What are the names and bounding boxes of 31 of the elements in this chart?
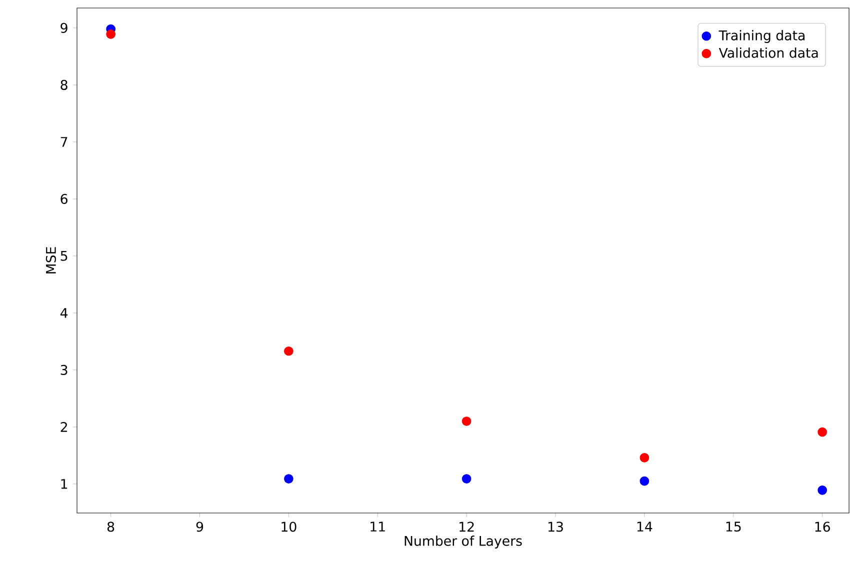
x-tick-label: 12 [460,522,474,532]
y-tick-label: 5 [60,250,68,261]
x-tick-label: 9 [196,522,204,532]
point [818,427,827,437]
x-tick-label: 14 [637,522,652,532]
x-tick-label: 10 [282,522,296,532]
point [818,486,827,495]
legend-label: Validation data [718,48,818,58]
y-tick-label: 1 [61,479,68,489]
x-axis-title: Number of Layers [404,536,522,549]
y-tick-label: 8 [60,80,68,90]
point [640,453,650,462]
y-axis-title: MSE [46,247,56,274]
point [284,474,294,484]
y-tick-label: 9 [60,22,68,33]
x-tick-label: 11 [370,522,385,532]
point [462,416,472,426]
y-tick-label: 3 [60,364,68,375]
point [284,346,294,356]
y-tick-label: 6 [60,194,68,204]
y-tick-label: 2 [60,422,67,432]
legend-label: Training data [718,30,804,43]
point [106,30,116,39]
x-tick-label: 8 [107,522,114,532]
x-tick-label: 16 [815,522,830,532]
y-tick-label: 4 [60,308,68,318]
y-tick-label: 7 [60,137,68,147]
x-tick-label: 13 [548,522,563,532]
point [640,476,650,486]
x-tick-label: 15 [726,522,741,532]
point [462,474,472,484]
